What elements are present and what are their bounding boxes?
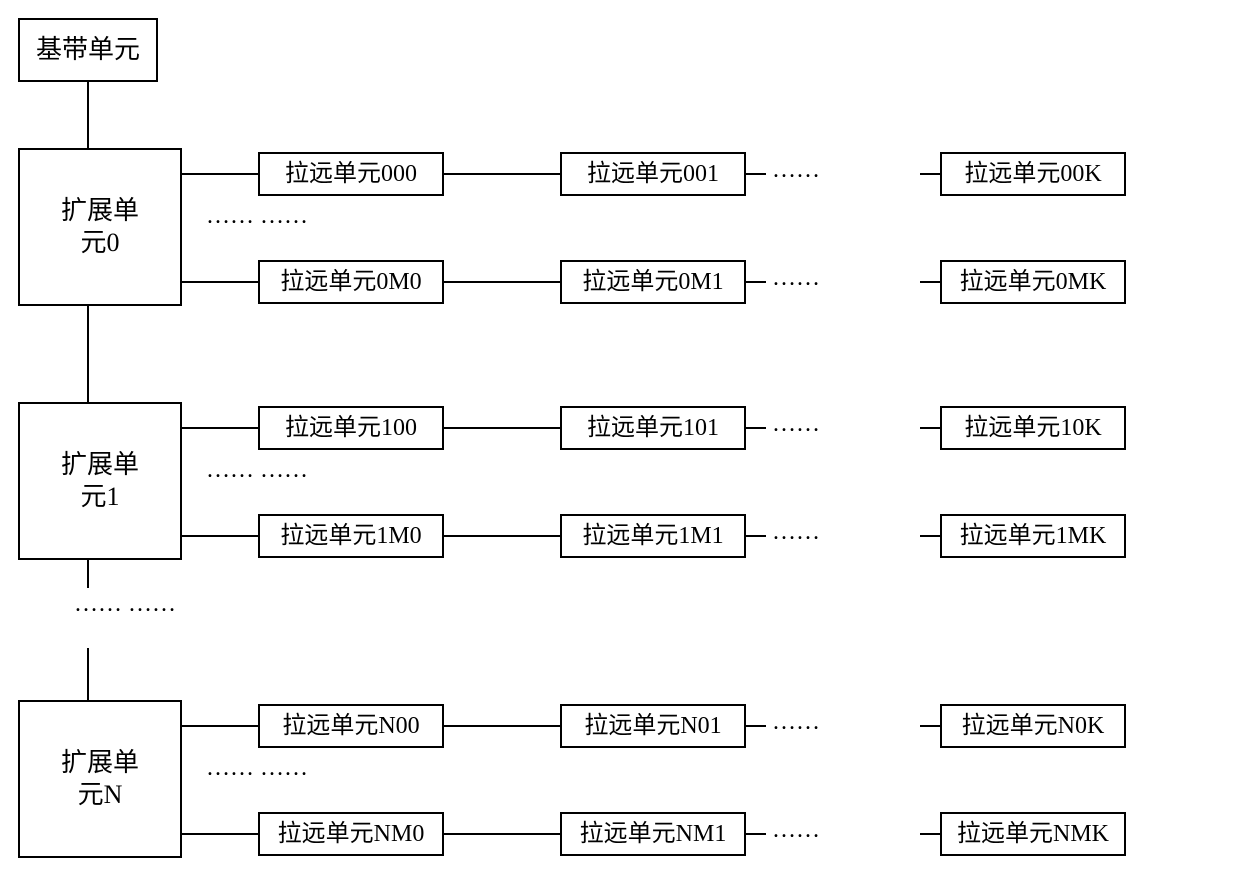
remote-unit-000: 拉远单元000 bbox=[258, 152, 444, 196]
ext-chain-dots: …… …… bbox=[74, 592, 176, 617]
remote-unit-001: 拉远单元001 bbox=[560, 152, 746, 196]
remote-unit-1MK: 拉远单元1MK bbox=[940, 514, 1126, 558]
ext-branch-dots-e0: …… …… bbox=[206, 204, 308, 229]
remote-unit-NM0: 拉远单元NM0 bbox=[258, 812, 444, 856]
remote-unit-101: 拉远单元101 bbox=[560, 406, 746, 450]
row-dots-e1a-2: …… bbox=[772, 412, 820, 437]
remote-unit-N01: 拉远单元N01 bbox=[560, 704, 746, 748]
remote-unit-N00: 拉远单元N00 bbox=[258, 704, 444, 748]
remote-unit-10K: 拉远单元10K bbox=[940, 406, 1126, 450]
remote-unit-1M0: 拉远单元1M0 bbox=[258, 514, 444, 558]
remote-unit-NM1: 拉远单元NM1 bbox=[560, 812, 746, 856]
remote-unit-0M1: 拉远单元0M1 bbox=[560, 260, 746, 304]
ext-branch-dots-e1: …… …… bbox=[206, 458, 308, 483]
remote-unit-1M1: 拉远单元1M1 bbox=[560, 514, 746, 558]
extension-unit-0: 扩展单 元0 bbox=[18, 148, 182, 306]
remote-unit-00K: 拉远单元00K bbox=[940, 152, 1126, 196]
remote-unit-NMK: 拉远单元NMK bbox=[940, 812, 1126, 856]
remote-unit-0M0: 拉远单元0M0 bbox=[258, 260, 444, 304]
remote-unit-N0K: 拉远单元N0K bbox=[940, 704, 1126, 748]
extension-unit-N: 扩展单 元N bbox=[18, 700, 182, 858]
extension-unit-1: 扩展单 元1 bbox=[18, 402, 182, 560]
row-dots-eNb-2: …… bbox=[772, 818, 820, 843]
baseband-unit: 基带单元 bbox=[18, 18, 158, 82]
row-dots-e0b-2: …… bbox=[772, 266, 820, 291]
ext-branch-dots-eN: …… …… bbox=[206, 756, 308, 781]
row-dots-e1b-2: …… bbox=[772, 520, 820, 545]
row-dots-eNa-2: …… bbox=[772, 710, 820, 735]
row-dots-e0a-2: …… bbox=[772, 158, 820, 183]
remote-unit-100: 拉远单元100 bbox=[258, 406, 444, 450]
remote-unit-0MK: 拉远单元0MK bbox=[940, 260, 1126, 304]
